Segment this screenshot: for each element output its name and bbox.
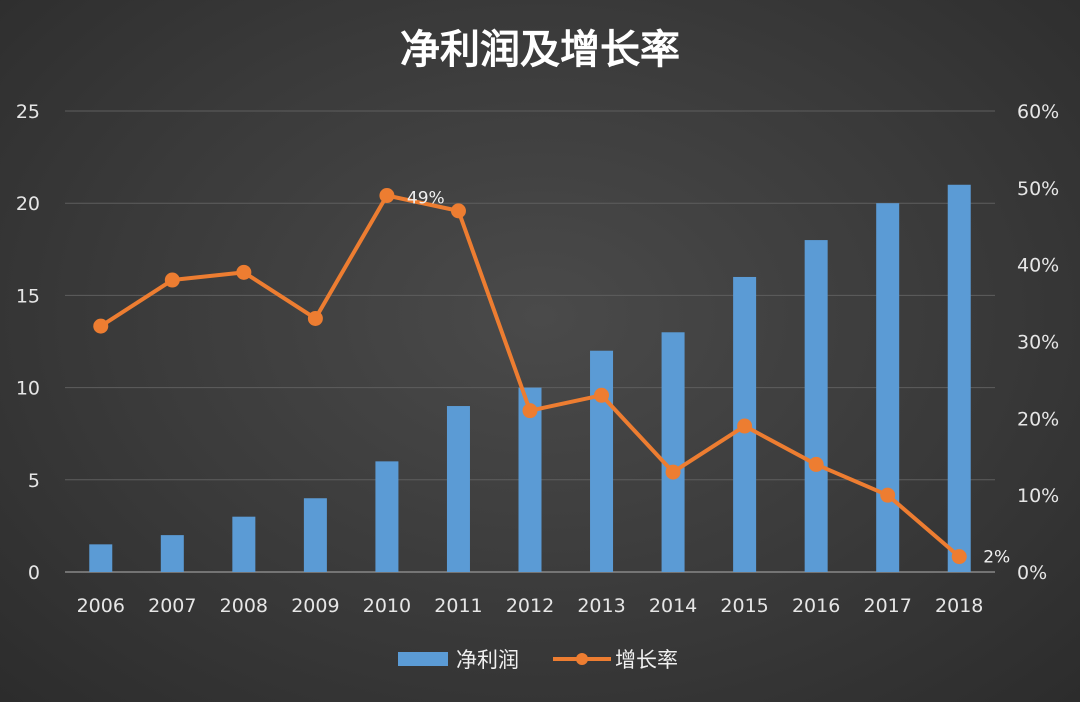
data-label: 49% [407, 189, 445, 209]
bar [303, 498, 327, 572]
legend-bar-swatch [398, 652, 448, 666]
line-point [737, 418, 753, 434]
line-point [236, 264, 252, 280]
x-tick-label: 2016 [792, 595, 840, 617]
right-tick-label: 50% [1017, 178, 1059, 200]
bar [518, 387, 542, 572]
left-tick-label: 25 [16, 101, 40, 123]
line-point [522, 403, 538, 419]
data-labels: 49% 2% [407, 189, 1010, 568]
bar [804, 240, 828, 572]
line-point [450, 203, 466, 219]
x-tick-label: 2015 [720, 595, 768, 617]
bar-series [89, 184, 971, 572]
x-tick-label: 2008 [220, 595, 268, 617]
left-tick-label: 20 [16, 193, 40, 215]
bar [232, 516, 256, 572]
left-tick-label: 15 [16, 285, 40, 307]
bar [446, 406, 470, 572]
x-tick-label: 2013 [577, 595, 625, 617]
line-point [594, 387, 610, 403]
left-tick-label: 5 [28, 470, 40, 492]
x-tick-label: 2007 [148, 595, 196, 617]
x-tick-label: 2011 [434, 595, 482, 617]
line-point [665, 464, 681, 480]
line-point [93, 318, 109, 334]
right-tick-label: 60% [1017, 101, 1059, 123]
bar [160, 535, 184, 572]
bar [590, 350, 614, 572]
line-point [307, 310, 323, 326]
line-point [808, 456, 824, 472]
left-tick-label: 0 [28, 562, 40, 584]
chart-title: 净利润及增长率 [400, 26, 680, 73]
right-tick-label: 20% [1017, 408, 1059, 430]
data-label: 2% [983, 548, 1010, 568]
right-axis-ticks: 0% 10% 20% 30% 40% 50% 60% [1017, 101, 1059, 584]
right-tick-label: 0% [1017, 562, 1047, 584]
x-tick-label: 2006 [77, 595, 125, 617]
line-point [880, 487, 896, 503]
legend: 净利润 增长率 [398, 648, 678, 672]
legend-line-marker [576, 653, 588, 665]
bar [89, 544, 113, 572]
right-tick-label: 40% [1017, 255, 1059, 277]
bar [375, 461, 399, 572]
line-point [164, 272, 180, 288]
right-tick-label: 30% [1017, 332, 1059, 354]
left-axis-ticks: 0 5 10 15 20 25 [16, 101, 40, 584]
x-tick-label: 2012 [506, 595, 554, 617]
bar [661, 332, 685, 572]
left-tick-label: 10 [16, 378, 40, 400]
legend-bar-label: 净利润 [456, 648, 519, 672]
line-point [379, 188, 395, 204]
x-tick-label: 2009 [291, 595, 339, 617]
x-tick-label: 2014 [649, 595, 697, 617]
x-tick-label: 2017 [864, 595, 912, 617]
right-tick-label: 10% [1017, 485, 1059, 507]
x-tick-label: 2018 [935, 595, 983, 617]
bar [947, 184, 971, 572]
x-axis-ticks: 2006 2007 2008 2009 2010 2011 2012 2013 2014 2015… [77, 595, 984, 617]
line-point [951, 549, 967, 565]
legend-line-label: 增长率 [615, 648, 678, 672]
line-series [93, 188, 967, 565]
bar [876, 203, 900, 572]
x-tick-label: 2010 [363, 595, 411, 617]
